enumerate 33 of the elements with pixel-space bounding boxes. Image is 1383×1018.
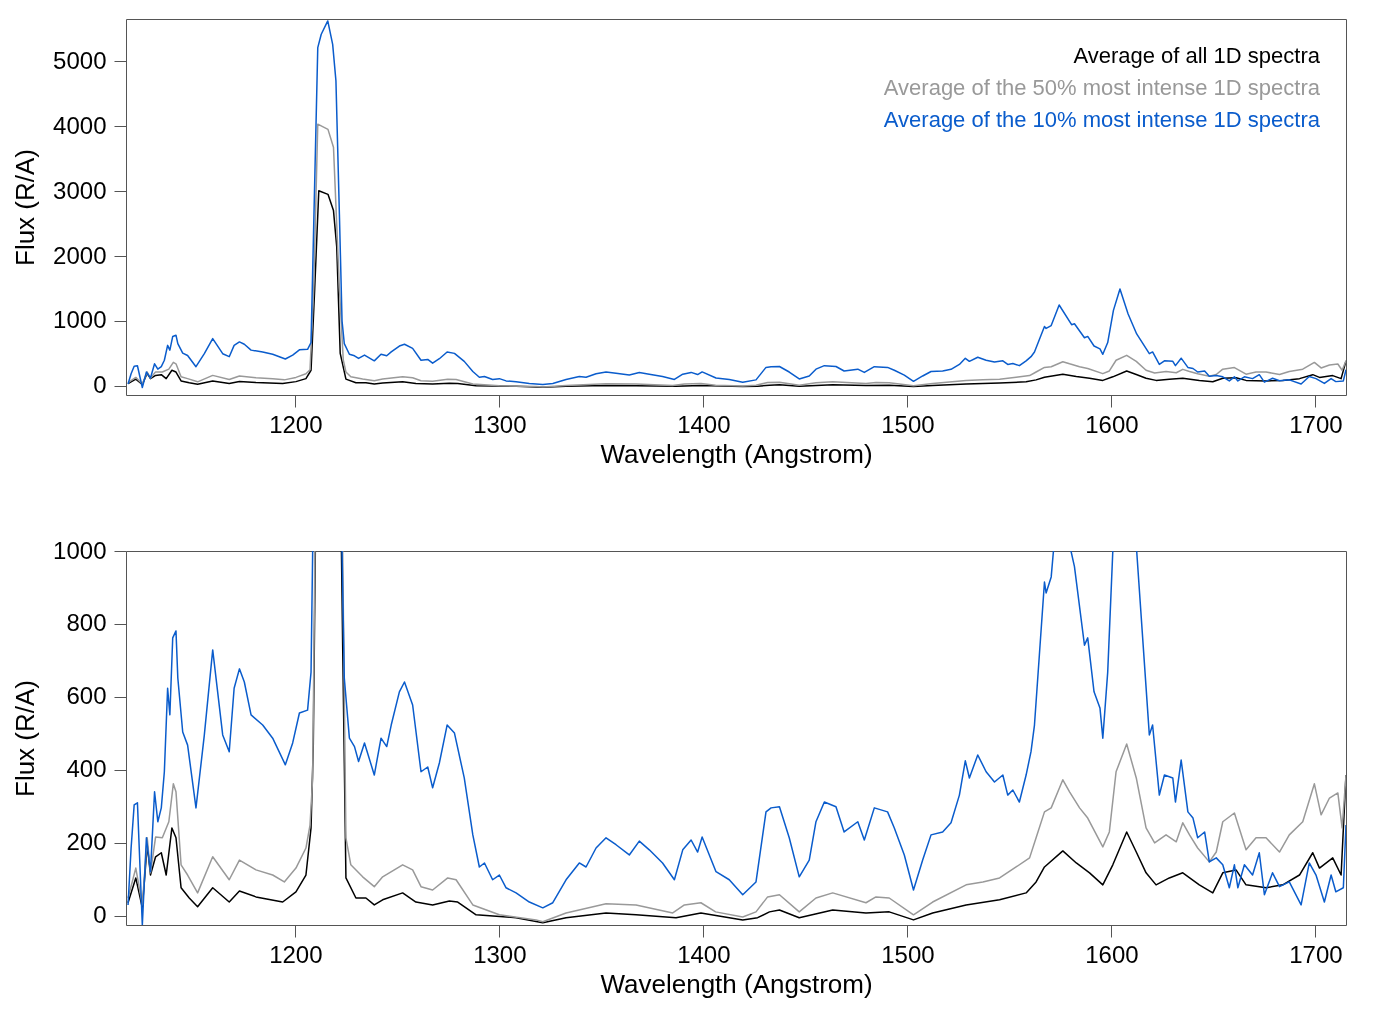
y-tick-label: 1000 bbox=[53, 536, 107, 564]
y-tick-label: 600 bbox=[66, 682, 107, 710]
line-series bbox=[127, 20, 1346, 389]
y-tick-label: 800 bbox=[66, 609, 107, 637]
y-tick-label: 0 bbox=[93, 901, 107, 929]
x-tick-label: 1500 bbox=[881, 410, 935, 438]
x-tick-label: 1300 bbox=[473, 940, 527, 968]
x-tick-label: 1600 bbox=[1085, 410, 1139, 438]
text: Average of the 10% most intense 1D spectra bbox=[883, 107, 1321, 132]
x-tick-label: 1600 bbox=[1085, 940, 1139, 968]
y-tick-label: 2000 bbox=[53, 241, 107, 269]
x-tick-label: 1200 bbox=[269, 940, 323, 968]
y-tick-label: 3000 bbox=[53, 176, 107, 204]
y-tick-label: 4000 bbox=[53, 111, 107, 139]
line-series bbox=[127, 190, 1346, 388]
y-tick-label: 5000 bbox=[53, 46, 107, 74]
x-axis-title: Wavelength (Angstrom) bbox=[600, 968, 873, 999]
text: Average of all 1D spectra bbox=[1073, 43, 1321, 68]
y-axis-title: Flux (R/A) bbox=[10, 149, 41, 266]
x-tick-label: 1200 bbox=[269, 410, 323, 438]
y-tick-label: 0 bbox=[93, 371, 107, 399]
x-tick-label: 1500 bbox=[881, 940, 935, 968]
y-tick-label: 400 bbox=[66, 755, 107, 783]
y-axis-title: Flux (R/A) bbox=[10, 680, 41, 797]
x-tick-label: 1400 bbox=[677, 940, 731, 968]
x-tick-label: 1700 bbox=[1289, 410, 1343, 438]
x-tick-label: 1700 bbox=[1289, 940, 1343, 968]
x-tick-label: 1400 bbox=[677, 410, 731, 438]
y-tick-label: 1000 bbox=[53, 306, 107, 334]
x-axis-title: Wavelength (Angstrom) bbox=[600, 438, 873, 469]
y-tick-label: 200 bbox=[66, 828, 107, 856]
x-tick-label: 1300 bbox=[473, 410, 527, 438]
text: Average of the 50% most intense 1D spectra bbox=[883, 75, 1321, 100]
